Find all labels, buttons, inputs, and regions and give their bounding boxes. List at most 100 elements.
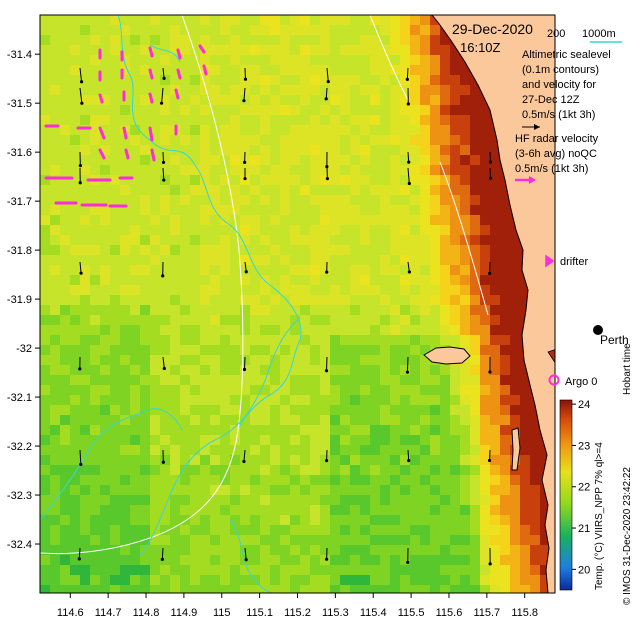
argo-marker-icon: [548, 374, 560, 386]
lon-tick-label: 114.7: [95, 607, 122, 619]
radar-vector: [124, 148, 130, 160]
argo-legend: Argo 0: [548, 374, 597, 388]
altimetry-vector: [79, 261, 82, 274]
altimetry-vector: [79, 67, 83, 82]
altimetry-note-line: and velocity for: [522, 79, 596, 91]
lat-tick-label: -32.2: [7, 441, 32, 453]
altimetry-vector-head: [407, 459, 411, 463]
altimetry-vector: [406, 356, 409, 373]
altimetry-vector: [161, 87, 164, 104]
map-time: 16:10Z: [460, 40, 501, 55]
altimetry-vector-head: [80, 101, 84, 105]
altimetry-vector-head: [244, 558, 248, 562]
colorbar-tick-label: 21: [578, 523, 590, 535]
altimetry-vector: [406, 67, 409, 80]
altimetry-vector: [162, 167, 165, 181]
altimetry-vector: [489, 167, 492, 179]
radar-note: HF radar velocity (3-6h avg) noQC 0.5m/s…: [515, 133, 599, 175]
sealevel-contour-2: [40, 408, 183, 521]
altimetry-vector-head: [77, 557, 81, 561]
altimetry-vector-head: [325, 557, 329, 561]
altimetry-vector-head: [159, 101, 164, 105]
radar-note-line: 0.5m/s (1kt 3h): [515, 163, 588, 175]
altimetry-vector-head: [162, 366, 166, 371]
altimetry-vector: [407, 167, 410, 184]
altimetry-vector-head: [325, 270, 329, 274]
radar-vector: [176, 68, 182, 80]
isobath-200m-south: [439, 161, 489, 316]
perth-dot: [593, 325, 603, 335]
altimetry-vector: [326, 67, 329, 82]
drifter-legend: drifter: [545, 254, 588, 268]
altimetry-vector: [79, 449, 82, 465]
map-date: 29-Dec-2020: [452, 21, 533, 37]
perth-marker: Perth: [593, 325, 629, 347]
sealevel-contour-5: [229, 519, 276, 593]
altimetry-vector: [78, 547, 81, 559]
altimetry-vector-head: [488, 176, 493, 180]
altimetry-vector-head: [244, 270, 248, 274]
image-credit: © IMOS 31-Dec-2020 23:42:22: [622, 467, 633, 605]
altimetry-vector-head: [407, 160, 411, 164]
altimetry-scale-arrow: [522, 124, 540, 130]
radar-vector: [98, 126, 106, 140]
longitude-axis: 114.6 114.7 114.8 114.9 115 115.1 115.2 115.3 11…: [57, 593, 538, 619]
isobath-label-1000m: 1000m: [582, 28, 616, 40]
altimetry-vector-head: [407, 270, 411, 274]
garden-island: [511, 427, 521, 471]
altimetry-vector-head: [79, 271, 83, 275]
altimetry-vector: [407, 261, 410, 272]
altimetry-vector-head: [325, 165, 329, 169]
colorbar: [559, 399, 573, 591]
altimetry-vector-head: [79, 462, 83, 467]
radar-note-line: (3-6h avg) noQC: [515, 148, 597, 160]
lat-tick-label: -32.4: [7, 539, 32, 551]
altimetry-vector: [325, 87, 328, 99]
isobath-200m-north: [369, 15, 409, 101]
altimetry-vector-head: [78, 164, 82, 168]
altimetry-vector-head: [488, 271, 492, 276]
radar-vector: [198, 44, 206, 54]
sealevel-contour-4: [149, 44, 181, 63]
colorbar-tick-label: 20: [578, 564, 590, 576]
lon-tick-label: 114.9: [171, 607, 198, 619]
altimetry-vector: [243, 449, 246, 462]
lon-tick-label: 115.8: [511, 607, 538, 619]
altimetry-vector-head: [243, 176, 247, 181]
altimetry-vector-head: [243, 77, 248, 81]
lat-tick-label: -31.6: [7, 147, 32, 159]
altimetry-vector: [243, 87, 246, 101]
altimetry-note-line: 27-Dec 12Z: [522, 94, 580, 106]
altimetry-note-line: (0.1m contours): [522, 64, 599, 76]
altimetry-vector-head: [162, 76, 166, 80]
lon-tick-label: 115.5: [398, 607, 425, 619]
radar-vector: [148, 92, 154, 104]
lon-tick-label: 115.7: [473, 607, 500, 619]
lon-tick-label: 115.1: [246, 607, 273, 619]
altimetry-vector-head: [488, 160, 493, 164]
altimetry-vector-head: [405, 77, 409, 81]
altimetry-note-line: 0.5m/s (1kt 3h): [522, 109, 595, 121]
rottnest-island: [423, 346, 471, 365]
sealevel-contour-1: [117, 15, 302, 556]
altimetry-vector-head: [324, 369, 329, 373]
altimetry-vector-head: [407, 181, 411, 186]
lat-tick-label: -31.8: [7, 245, 32, 257]
colorbar-tick-label: 23: [578, 440, 590, 452]
altimetry-vector-head: [406, 560, 410, 564]
argo-label: Argo 0: [565, 376, 597, 388]
altimetry-vector: [161, 547, 164, 560]
altimetry-vector-head: [405, 370, 410, 374]
altimetry-vector: [244, 261, 247, 272]
lon-tick-label: 115.2: [284, 607, 311, 619]
altimetry-vector-head: [242, 459, 246, 464]
altimetry-vector: [162, 151, 165, 163]
lon-tick-label: 115.6: [436, 607, 463, 619]
altimetry-vector-head: [325, 177, 330, 181]
radar-vector: [176, 48, 182, 60]
colorbar-title: Temp. (°C) VIIRS_NPP 7% ql>=4: [594, 442, 605, 590]
radar-vector: [148, 68, 154, 80]
radar-vector: [98, 148, 106, 160]
lat-tick-label: -31.9: [7, 294, 32, 306]
lon-tick-label: 115.4: [360, 607, 387, 619]
